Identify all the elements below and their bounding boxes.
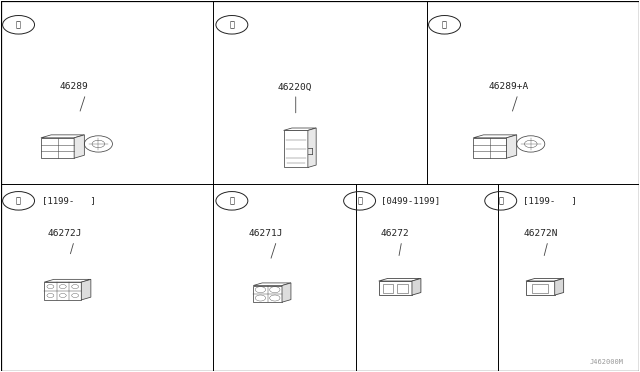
Polygon shape — [282, 283, 291, 302]
Polygon shape — [379, 281, 412, 295]
Text: 46289: 46289 — [60, 83, 88, 92]
Polygon shape — [412, 278, 421, 295]
Text: [0499-1199]: [0499-1199] — [381, 196, 440, 205]
Polygon shape — [506, 135, 516, 158]
Text: ⓓ: ⓓ — [16, 196, 21, 205]
Text: [1199-   ]: [1199- ] — [42, 196, 96, 205]
Polygon shape — [284, 131, 308, 167]
Polygon shape — [41, 138, 74, 158]
Polygon shape — [253, 283, 291, 285]
FancyBboxPatch shape — [532, 284, 548, 293]
Polygon shape — [44, 279, 91, 282]
Polygon shape — [473, 138, 506, 158]
Text: ⓐ: ⓐ — [16, 20, 21, 29]
Polygon shape — [81, 279, 91, 300]
Text: 46272: 46272 — [381, 229, 410, 238]
FancyBboxPatch shape — [397, 284, 408, 293]
Text: ⓔ: ⓔ — [229, 196, 234, 205]
Text: ⓒ: ⓒ — [442, 20, 447, 29]
Polygon shape — [41, 135, 84, 138]
Polygon shape — [74, 135, 84, 158]
Polygon shape — [526, 278, 564, 281]
Text: 46272J: 46272J — [47, 229, 82, 238]
Polygon shape — [253, 285, 282, 302]
FancyBboxPatch shape — [383, 284, 394, 293]
Polygon shape — [526, 281, 555, 295]
Text: 46289+A: 46289+A — [488, 83, 529, 92]
Text: 46272N: 46272N — [523, 229, 557, 238]
Polygon shape — [284, 128, 316, 131]
Polygon shape — [555, 278, 564, 295]
Text: [1199-   ]: [1199- ] — [523, 196, 577, 205]
Text: ⓖ: ⓖ — [498, 196, 503, 205]
Text: ⓕ: ⓕ — [357, 196, 362, 205]
Polygon shape — [308, 128, 316, 167]
Polygon shape — [44, 282, 81, 300]
Text: 46220Q: 46220Q — [277, 83, 312, 92]
Polygon shape — [379, 278, 421, 281]
Text: 46271J: 46271J — [248, 229, 283, 238]
Text: ⓑ: ⓑ — [229, 20, 234, 29]
Text: J462000M: J462000M — [589, 359, 623, 365]
Polygon shape — [473, 135, 516, 138]
